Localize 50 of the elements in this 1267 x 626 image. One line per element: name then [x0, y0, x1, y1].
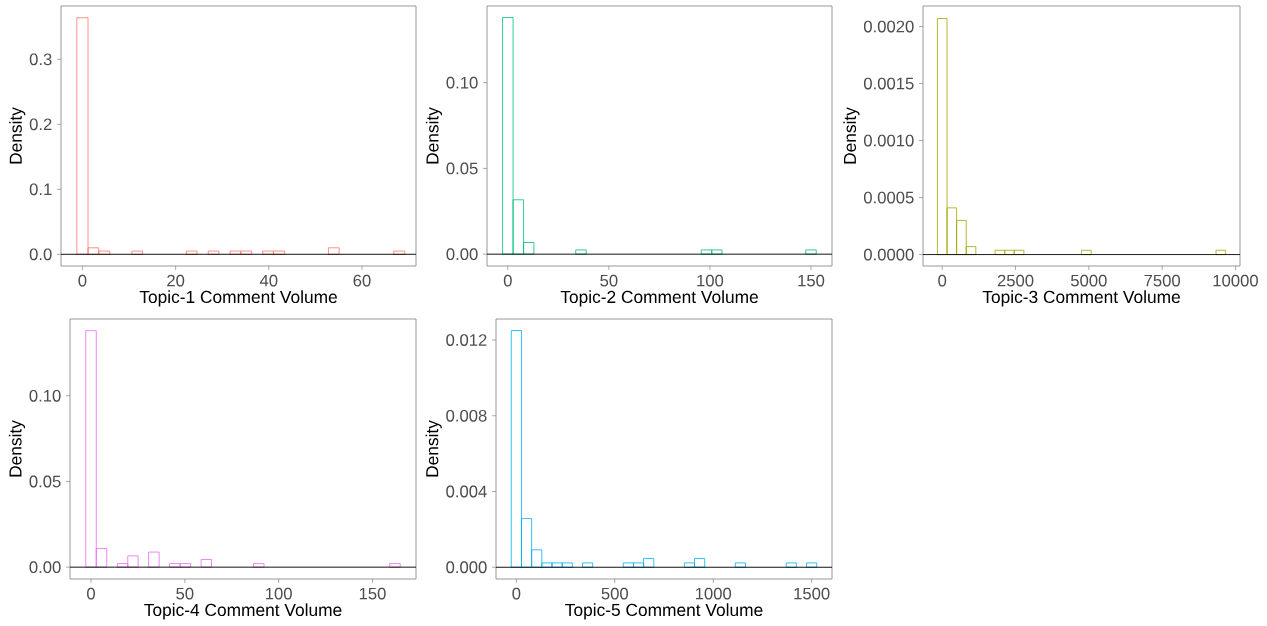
y-axis-title: Density	[843, 107, 860, 164]
y-tick-label: 0.0000	[863, 248, 914, 261]
x-tick-label: 0	[512, 587, 521, 600]
x-tick-label: 60	[353, 274, 371, 287]
y-axis-title: Density	[425, 107, 443, 164]
y-tick-label: 0.00	[446, 248, 478, 261]
y-tick-label: 0.0005	[863, 191, 914, 204]
x-tick-label: 0	[87, 587, 95, 600]
x-axis-title: Topic-3 Comment Volume	[982, 290, 1180, 307]
y-tick-label: 0.10	[29, 389, 61, 402]
x-tick-label: 0	[503, 274, 512, 287]
y-tick-label: 0.1	[29, 183, 52, 196]
x-axis-title: Topic-5 Comment Volume	[565, 603, 763, 620]
x-tick-label: 100	[266, 587, 292, 600]
x-tick-label: 2500	[997, 274, 1034, 287]
y-tick-label: 0.00	[29, 561, 61, 574]
y-tick-label: 0.0	[29, 248, 52, 261]
x-axis-title: Topic-2 Comment Volume	[560, 290, 758, 307]
x-tick-label: 500	[601, 587, 629, 600]
y-tick-label: 0.05	[446, 162, 478, 175]
y-tick-label: 0.0020	[863, 20, 914, 33]
x-axis-title: Topic-1 Comment Volume	[139, 290, 337, 307]
y-axis-title: Density	[425, 420, 442, 477]
x-tick-label: 1000	[695, 587, 732, 600]
y-tick-label: 0.2	[29, 118, 52, 131]
y-axis-title: Density	[9, 107, 26, 164]
x-tick-label: 50	[600, 274, 618, 287]
y-tick-label: 0.10	[446, 76, 478, 89]
x-tick-label: 20	[167, 274, 185, 287]
y-tick-label: 0.3	[29, 53, 52, 66]
y-tick-label: 0.05	[29, 475, 61, 488]
x-tick-label: 7500	[1144, 274, 1181, 287]
x-tick-label: 100	[697, 274, 724, 287]
x-tick-label: 1500	[794, 587, 830, 600]
x-tick-label: 40	[259, 274, 278, 287]
x-tick-label: 5000	[1070, 274, 1107, 287]
x-tick-label: 10000	[1213, 274, 1258, 287]
y-tick-label: 0.012	[446, 334, 487, 346]
x-tick-label: 0	[78, 274, 87, 287]
x-tick-label: 150	[798, 274, 825, 287]
y-tick-label: 0.000	[446, 561, 487, 574]
x-tick-label: 0	[938, 274, 947, 287]
x-tick-label: 50	[176, 587, 194, 600]
y-axis-title: Density	[8, 420, 26, 477]
x-axis-title: Topic-4 Comment Volume	[144, 603, 342, 620]
y-tick-label: 0.004	[446, 485, 487, 498]
y-tick-label: 0.0010	[863, 134, 914, 147]
y-tick-label: 0.008	[446, 409, 487, 422]
x-tick-label: 150	[359, 587, 386, 600]
y-tick-label: 0.0015	[863, 77, 914, 90]
